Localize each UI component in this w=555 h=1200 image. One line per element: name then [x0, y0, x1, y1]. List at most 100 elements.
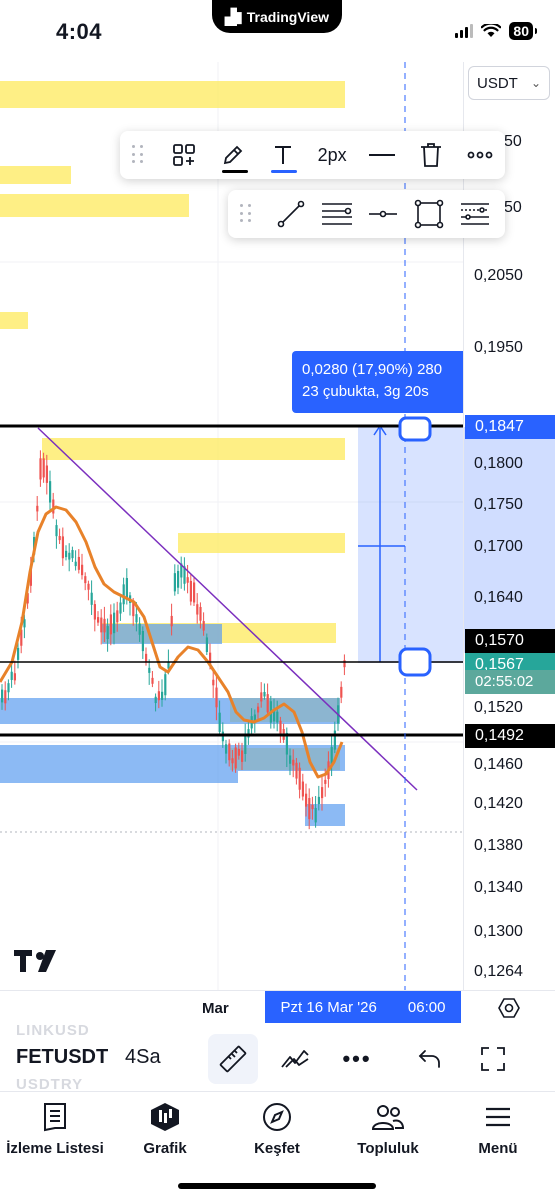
candle-body — [77, 556, 80, 570]
status-bar: 4:04 ▟▮ TradingView 80 — [0, 0, 555, 62]
candle-body — [122, 584, 125, 605]
measure-top-handle — [398, 416, 432, 442]
candle-body — [205, 637, 208, 652]
more-options-button[interactable] — [456, 135, 505, 175]
chart-icon — [151, 1103, 179, 1131]
candle-body — [116, 610, 119, 623]
pattern-tool[interactable] — [452, 194, 498, 234]
symbol-name[interactable]: FETUSDT — [16, 1046, 109, 1068]
drag-handle-icon[interactable] — [240, 204, 254, 224]
undo-button[interactable] — [405, 1034, 455, 1084]
axis-label: 0,1700 — [474, 538, 523, 555]
pencil-icon — [224, 145, 243, 165]
candle-body — [212, 679, 215, 686]
axis-label: 0,1800 — [474, 455, 523, 472]
time-axis[interactable]: Mar Pzt 16 Mar '26 06:00 — [0, 990, 555, 1026]
candle-body — [23, 619, 26, 628]
nav-watchlist[interactable]: İzleme Listesi — [0, 1100, 110, 1157]
rectangle-tool[interactable] — [406, 194, 452, 234]
price-axis[interactable]: USDT ⌄ 50 50 0,2050 0,1950 0,1847 0,1800… — [463, 62, 555, 990]
chart-settings-icon[interactable] — [498, 997, 520, 1019]
fullscreen-button[interactable] — [468, 1034, 518, 1084]
nav-label: Topluluk — [357, 1140, 419, 1157]
blue-zone — [238, 745, 345, 771]
line-color-button[interactable] — [209, 135, 258, 175]
more-dots-icon — [467, 151, 493, 159]
nav-community[interactable]: Topluluk — [333, 1100, 443, 1157]
candle-body — [87, 583, 90, 590]
line-width-button[interactable]: 2px — [317, 144, 347, 165]
drawings-button[interactable] — [270, 1034, 320, 1084]
candle-body — [106, 626, 109, 640]
trend-line-tool[interactable] — [268, 194, 314, 234]
object-tree-button[interactable] — [159, 135, 208, 175]
delete-button[interactable] — [406, 135, 455, 175]
nav-explore[interactable]: Keşfet — [222, 1100, 332, 1157]
price-chart[interactable] — [0, 62, 463, 990]
candle-body — [333, 730, 336, 750]
dynamic-island-pill: ▟▮ TradingView — [212, 0, 342, 33]
candle-body — [237, 749, 240, 756]
axis-label: 0,1300 — [474, 923, 523, 940]
currency-value: USDT — [477, 74, 518, 92]
candle-body — [228, 743, 231, 761]
fullscreen-icon — [481, 1047, 505, 1071]
blue-zone — [0, 745, 238, 783]
trendline — [37, 427, 418, 791]
horizontal-ray-tool[interactable] — [360, 194, 406, 234]
nav-label: Keşfet — [254, 1140, 300, 1157]
interval-button[interactable]: 4Sa — [125, 1046, 161, 1068]
nav-chart[interactable]: Grafik — [110, 1100, 220, 1157]
candle-body — [321, 787, 324, 799]
candle-body — [97, 617, 100, 623]
nav-label: Grafik — [143, 1140, 187, 1157]
demand-zones — [0, 624, 345, 826]
candle-body — [324, 779, 327, 784]
candle-body — [298, 767, 301, 790]
candle-body — [215, 687, 218, 708]
candle-body — [218, 712, 221, 732]
more-button[interactable]: ••• — [342, 1046, 372, 1071]
candle-body — [141, 631, 144, 652]
nav-label: Menü — [478, 1140, 518, 1157]
tradingview-watermark-icon — [14, 950, 56, 972]
candle-body — [263, 691, 266, 697]
candle-body — [330, 746, 333, 766]
ruler-button[interactable] — [208, 1034, 258, 1084]
candle-body — [231, 758, 234, 764]
rectangle-icon — [414, 199, 444, 229]
crosshair-time-label: Pzt 16 Mar '26 06:00 — [265, 991, 461, 1023]
fib-tool[interactable] — [314, 194, 360, 234]
add-to-layout-icon — [173, 144, 195, 166]
nav-menu[interactable]: Menü — [443, 1100, 553, 1157]
candle-body — [58, 535, 61, 541]
candle-body — [183, 566, 186, 584]
candle-body — [93, 604, 96, 620]
candle-body — [180, 563, 183, 578]
battery-indicator: 80 — [509, 22, 537, 40]
axis-label: 0,1340 — [474, 879, 523, 896]
candle-body — [279, 720, 282, 736]
fib-lines-icon — [322, 203, 352, 225]
drag-handle-icon[interactable] — [132, 145, 145, 165]
candle-body — [13, 673, 16, 681]
candle-body — [90, 592, 93, 605]
ema-line — [0, 505, 344, 779]
candle-body — [68, 552, 71, 560]
candle-body — [109, 614, 112, 635]
menu-icon — [486, 1107, 510, 1127]
compass-icon — [263, 1103, 291, 1131]
candle-body — [177, 570, 180, 588]
blue-zone — [102, 624, 222, 644]
text-color-button[interactable] — [258, 135, 307, 175]
undo-icon — [418, 1050, 440, 1068]
line-style-button[interactable] — [357, 135, 406, 175]
home-indicator — [178, 1183, 376, 1189]
measure-bottom-handle — [398, 647, 432, 677]
text-icon — [274, 146, 291, 164]
candle-body — [138, 623, 141, 635]
candle-body — [301, 781, 304, 797]
price-tag-resistance: 0,1847 — [465, 415, 555, 439]
currency-dropdown[interactable]: USDT ⌄ — [468, 66, 550, 100]
candle-body — [84, 576, 87, 584]
